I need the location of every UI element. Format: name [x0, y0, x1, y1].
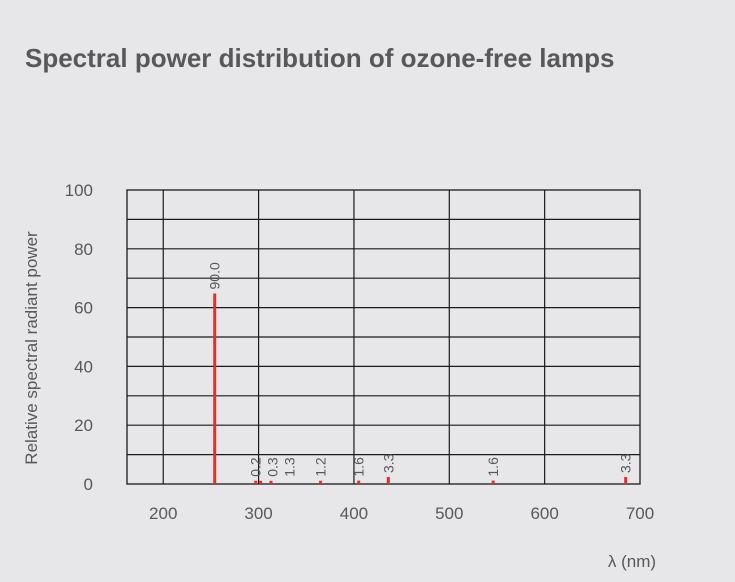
bar-value-label: 1.6 [351, 457, 367, 477]
bar-value-label: 1.3 [282, 457, 298, 477]
x-tick-label: 400 [340, 504, 368, 523]
bar-value-label: 3.3 [618, 453, 634, 473]
x-axis-label: λ (nm) [608, 552, 656, 571]
bar-value-label: 0.2 [248, 457, 264, 477]
x-tick-label: 700 [626, 504, 654, 523]
x-tick-label: 600 [530, 504, 558, 523]
y-tick-label: 0 [84, 475, 93, 494]
x-tick-label: 300 [244, 504, 272, 523]
x-tick-label: 500 [435, 504, 463, 523]
bars: 90.0 0.2 0.3 1.3 1.2 1.6 3.3 1.6 3.3 [207, 262, 634, 484]
chart-title: Spectral power distribution of ozone-fre… [25, 43, 615, 73]
y-tick-label: 40 [74, 357, 93, 376]
bar-value-label: 0.3 [265, 457, 281, 477]
y-tick-label: 20 [74, 416, 93, 435]
y-tick-label: 60 [74, 299, 93, 318]
grid [126, 189, 641, 485]
bar-value-label: 90.0 [207, 262, 223, 289]
bar-value-label: 1.2 [313, 457, 329, 477]
y-tick-label: 80 [74, 240, 93, 259]
bar-value-label: 3.3 [380, 453, 396, 473]
bar-value-label: 1.6 [485, 457, 501, 477]
y-tick-label: 100 [65, 181, 93, 200]
ticks: 200 300 400 500 600 700 0 20 40 60 80 100 [65, 181, 655, 523]
y-axis-label: Relative spectral radiant power [22, 231, 41, 465]
x-tick-label: 200 [149, 504, 177, 523]
